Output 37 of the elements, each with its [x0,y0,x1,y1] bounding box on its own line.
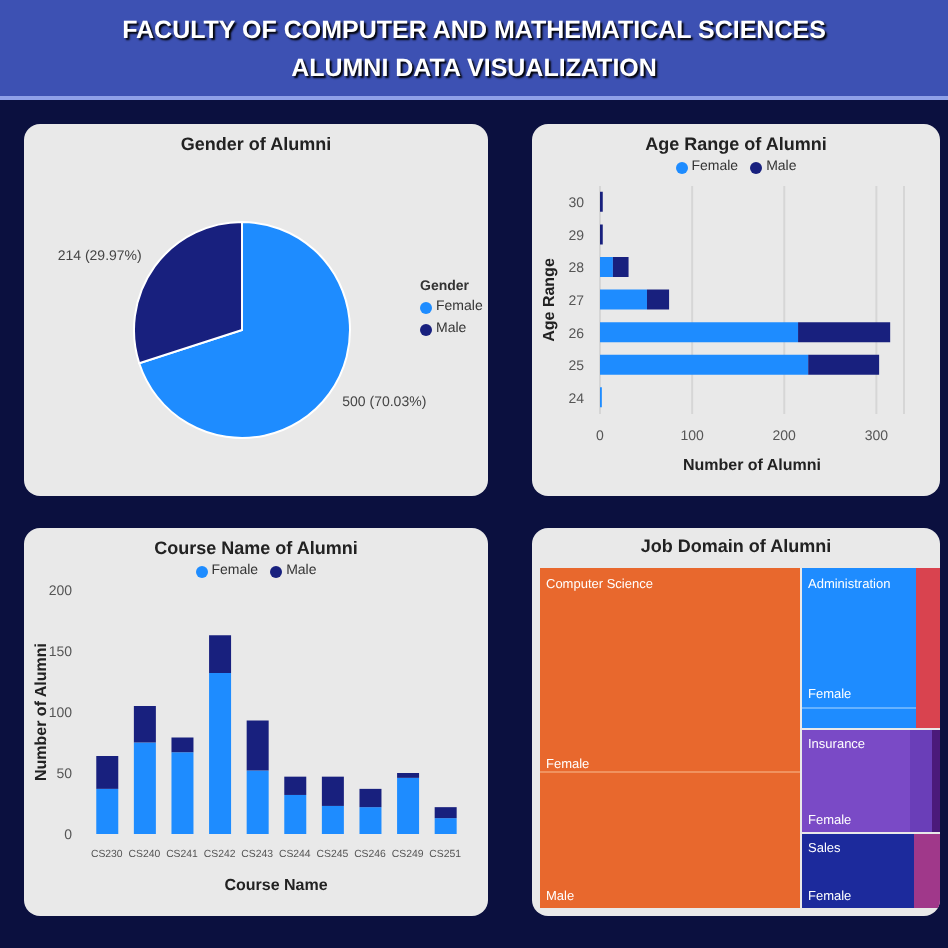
bar [246,720,269,771]
text: FACULTY OF COMPUTER AND MATHEMATICAL SCIENCES [120,14,828,48]
chart-title: Gender of Alumni [178,134,334,154]
bar [96,788,119,834]
text: Job Domain of Alumni [638,536,834,556]
text: ALUMNI DATA VISUALIZATION [289,52,659,86]
bar [808,354,880,375]
bar [359,807,382,834]
y-axis-title: Number of Alumni [31,642,50,782]
y-axis-title: Age Range [539,257,558,342]
x-axis-title: Course Name [224,876,329,894]
bar [133,705,156,743]
bar [171,752,194,834]
bar [321,776,344,806]
chart-title: Course Name of Alumni [152,538,360,558]
bar [600,289,647,310]
bar [171,737,194,753]
chart-title: Age Range of Alumni [643,134,829,154]
bar [600,354,809,375]
bar [246,770,269,834]
bar [359,788,382,808]
bar [434,807,457,819]
bar [209,635,232,673]
x-axis-title: Number of Alumni [682,456,822,474]
bar [600,257,613,278]
bar [321,805,344,834]
bar [133,742,156,834]
bar [209,672,232,834]
bar [612,257,629,278]
bar [798,322,891,343]
bar [96,755,119,789]
bar [284,794,307,834]
bar [284,776,307,795]
bar [646,289,670,310]
bar [434,818,457,834]
bar [397,777,420,834]
bar [600,322,799,343]
